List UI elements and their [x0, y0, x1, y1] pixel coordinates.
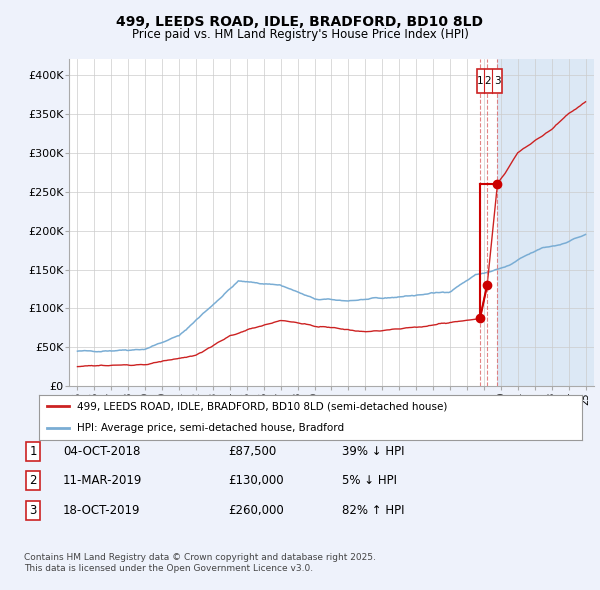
Text: 39% ↓ HPI: 39% ↓ HPI [342, 445, 404, 458]
Text: 1: 1 [29, 445, 37, 458]
Text: 18-OCT-2019: 18-OCT-2019 [63, 504, 140, 517]
Text: HPI: Average price, semi-detached house, Bradford: HPI: Average price, semi-detached house,… [77, 424, 344, 434]
Text: £87,500: £87,500 [228, 445, 276, 458]
Text: Contains HM Land Registry data © Crown copyright and database right 2025.
This d: Contains HM Land Registry data © Crown c… [24, 553, 376, 573]
Text: £130,000: £130,000 [228, 474, 284, 487]
Text: 3: 3 [494, 76, 501, 86]
Text: Price paid vs. HM Land Registry's House Price Index (HPI): Price paid vs. HM Land Registry's House … [131, 28, 469, 41]
Text: £260,000: £260,000 [228, 504, 284, 517]
Bar [497, 59, 600, 386]
Text: 82% ↑ HPI: 82% ↑ HPI [342, 504, 404, 517]
Text: 3: 3 [29, 504, 37, 517]
Text: 2: 2 [484, 76, 490, 86]
Text: 499, LEEDS ROAD, IDLE, BRADFORD, BD10 8LD (semi-detached house): 499, LEEDS ROAD, IDLE, BRADFORD, BD10 8L… [77, 401, 448, 411]
Text: 1: 1 [477, 76, 484, 86]
Text: 2: 2 [29, 474, 37, 487]
Bar [476, 69, 502, 93]
Text: 11-MAR-2019: 11-MAR-2019 [63, 474, 142, 487]
Text: 5% ↓ HPI: 5% ↓ HPI [342, 474, 397, 487]
Text: 499, LEEDS ROAD, IDLE, BRADFORD, BD10 8LD: 499, LEEDS ROAD, IDLE, BRADFORD, BD10 8L… [116, 15, 484, 29]
Text: 04-OCT-2018: 04-OCT-2018 [63, 445, 140, 458]
